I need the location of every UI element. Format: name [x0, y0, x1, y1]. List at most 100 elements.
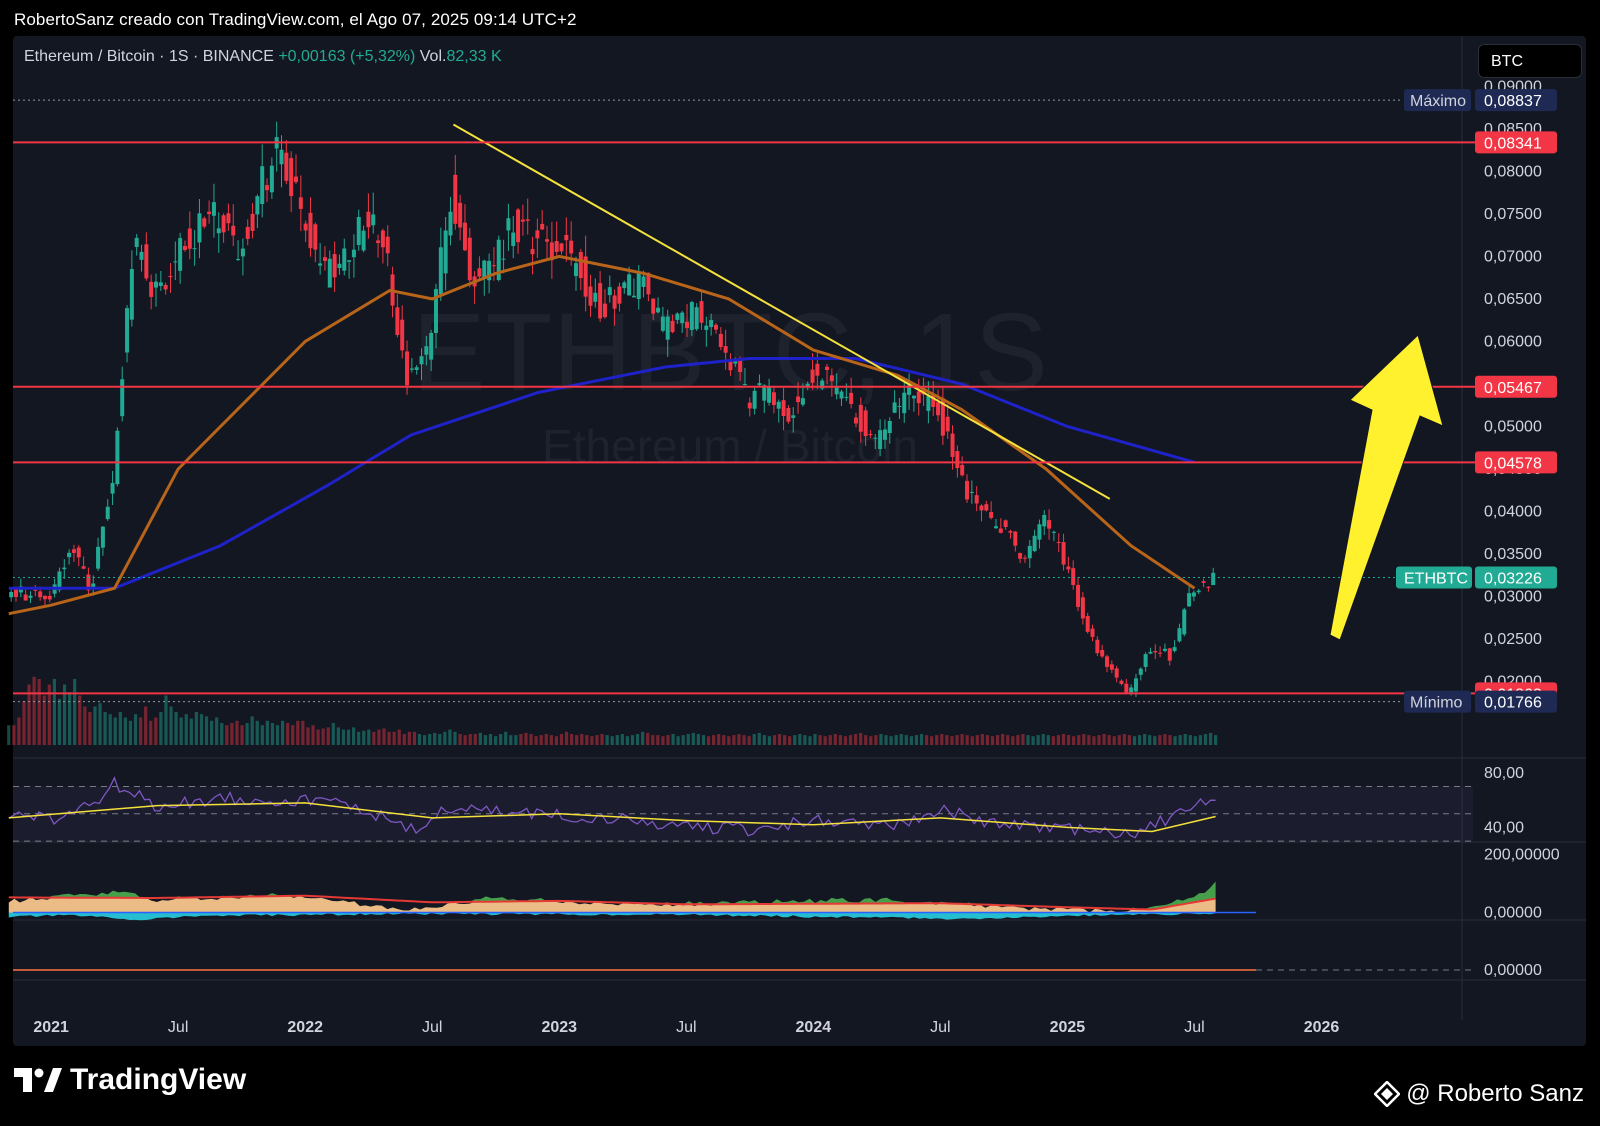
- candle-body: [356, 217, 361, 245]
- volume-bar: [874, 735, 878, 745]
- candle-body: [689, 302, 694, 330]
- candle-body: [602, 303, 607, 318]
- volume-bar: [458, 734, 462, 745]
- level-price-label: 0,04578: [1484, 455, 1542, 472]
- diamond-logo-icon: [1374, 1081, 1401, 1107]
- time-tick-label: 2021: [33, 1019, 69, 1036]
- candle-body: [71, 549, 76, 553]
- candle-body: [820, 380, 825, 389]
- min-value: 0,01766: [1484, 695, 1542, 712]
- volume-bar: [544, 734, 548, 745]
- volume-bar: [321, 728, 325, 745]
- volume-bar: [311, 725, 315, 745]
- volume-bar: [113, 717, 117, 745]
- symbol-description[interactable]: Ethereum / Bitcoin · 1S · BINANCE: [24, 48, 274, 65]
- volume-bar: [199, 714, 204, 745]
- candle-body: [578, 252, 583, 278]
- volume-bar: [159, 712, 163, 745]
- volume-bar: [133, 714, 138, 745]
- candle-body: [887, 421, 892, 434]
- volume-bar: [732, 735, 736, 745]
- candle-body: [308, 212, 313, 249]
- candle-body: [385, 236, 390, 254]
- candle-body: [163, 284, 168, 290]
- volume-bar: [397, 729, 401, 745]
- candle-body: [1066, 566, 1071, 570]
- candle-body: [993, 526, 998, 529]
- volume-bar: [757, 732, 761, 745]
- volume-bar: [559, 734, 564, 745]
- volume-bar: [37, 679, 41, 745]
- candle-body: [216, 228, 221, 234]
- candle-body: [641, 276, 646, 287]
- candle-body: [366, 211, 371, 228]
- volume-bar: [453, 731, 457, 745]
- candle-body: [313, 224, 318, 250]
- volume-bar: [306, 727, 310, 745]
- volume-bar: [367, 729, 371, 745]
- volume-bar: [275, 725, 280, 745]
- volume-bar: [412, 731, 417, 745]
- candle-body: [525, 219, 530, 221]
- volume-bar: [772, 735, 777, 745]
- candle-body: [129, 269, 134, 320]
- volume-bar: [1127, 735, 1132, 745]
- candle-body: [1047, 520, 1052, 529]
- candle-body: [38, 591, 43, 598]
- volume-bar: [823, 736, 827, 745]
- volume-bar: [1011, 736, 1015, 745]
- volume-bar: [417, 734, 422, 745]
- candle-body: [965, 480, 970, 500]
- volume-bar: [686, 734, 690, 745]
- candle-body: [491, 265, 496, 267]
- candle-body: [1100, 650, 1105, 657]
- candle-body: [187, 228, 192, 249]
- time-tick-label: 2026: [1304, 1019, 1340, 1036]
- volume-bar: [179, 717, 183, 745]
- candle-body: [660, 316, 665, 331]
- volume-bar: [1026, 735, 1030, 745]
- candle-body: [569, 240, 574, 254]
- candle-body: [781, 400, 786, 417]
- ema-slow-line: [8, 357, 1195, 590]
- currency-button[interactable]: BTC: [1478, 44, 1582, 78]
- author-credit: @ Roberto Sanz: [1374, 1080, 1584, 1108]
- brand-name: TradingView: [70, 1063, 247, 1096]
- candle-body: [154, 281, 159, 288]
- candle-body: [631, 295, 636, 298]
- candle-body: [622, 282, 627, 289]
- candle-body: [221, 215, 226, 233]
- volume-bar: [144, 706, 148, 745]
- candle-body: [405, 351, 410, 386]
- candle-body: [656, 307, 661, 313]
- candle-body: [496, 239, 501, 280]
- candle-body: [762, 385, 767, 401]
- candle-body: [834, 386, 839, 395]
- volume-bar: [52, 679, 57, 745]
- candle-body: [433, 289, 438, 333]
- candle-body: [1095, 639, 1100, 654]
- volume-bar: [945, 735, 949, 745]
- trendline: [452, 123, 1111, 500]
- candle-body: [125, 308, 130, 353]
- candle-body: [897, 405, 902, 407]
- candle-body: [670, 320, 675, 333]
- volume-bar: [884, 735, 888, 745]
- candle-body: [549, 242, 554, 261]
- candle-body: [100, 526, 105, 548]
- volume-bar: [1056, 735, 1061, 745]
- level-price-label: 0,08341: [1484, 135, 1542, 152]
- candle-body: [347, 260, 352, 262]
- volume-bar: [818, 735, 822, 745]
- max-value: 0,08837: [1484, 93, 1542, 110]
- candle-body: [520, 219, 525, 222]
- candle-body: [361, 230, 366, 251]
- volume-bar: [869, 736, 873, 745]
- tradingview-logo[interactable]: TradingView: [14, 1063, 246, 1097]
- candle-body: [535, 230, 540, 239]
- volume-bar: [1061, 734, 1066, 745]
- volume-bar: [301, 720, 305, 745]
- candle-body: [23, 594, 28, 601]
- tradingview-logo-icon: [14, 1068, 62, 1092]
